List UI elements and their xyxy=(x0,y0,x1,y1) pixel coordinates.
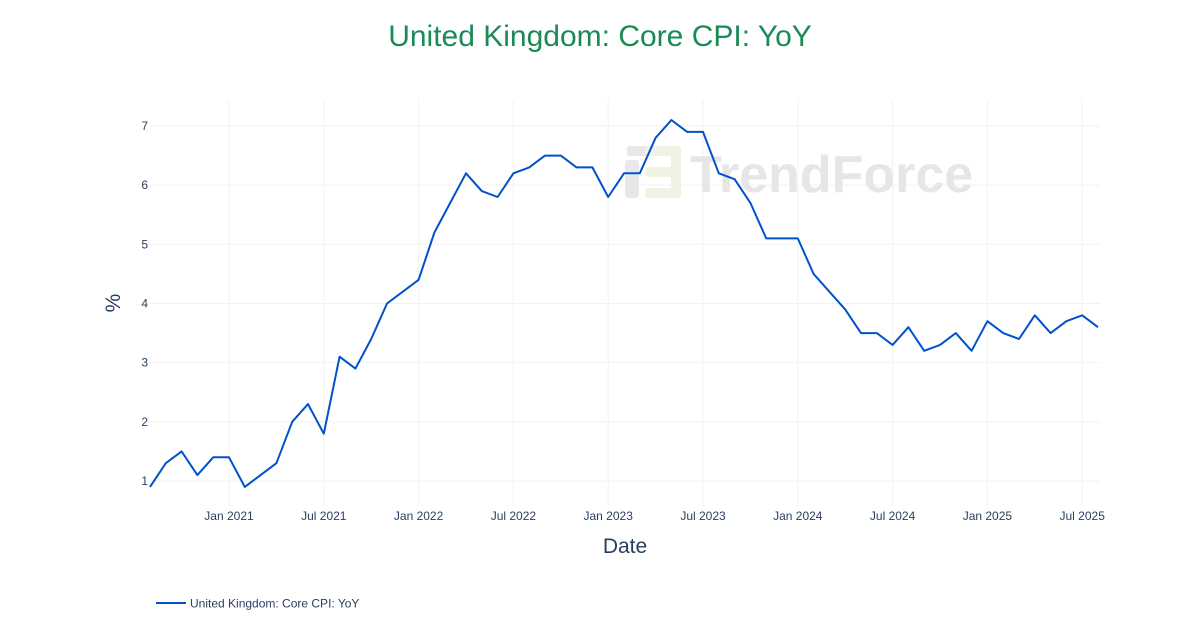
y-tick-label: 3 xyxy=(141,356,148,370)
x-tick-label: Jul 2025 xyxy=(1060,509,1106,523)
x-tick-label: Jul 2024 xyxy=(870,509,916,523)
legend-label: United Kingdom: Core CPI: YoY xyxy=(190,597,359,611)
y-axis-ticks: 1 2 3 4 5 6 7 xyxy=(141,119,148,488)
chart-title: United Kingdom: Core CPI: YoY xyxy=(388,20,812,53)
y-tick-label: 2 xyxy=(141,415,148,429)
x-tick-label: Jul 2021 xyxy=(301,509,347,523)
x-tick-label: Jan 2024 xyxy=(773,509,823,523)
x-tick-label: Jan 2023 xyxy=(584,509,634,523)
y-tick-label: 7 xyxy=(141,119,148,133)
x-tick-label: Jan 2025 xyxy=(963,509,1013,523)
watermark: TrendForce xyxy=(625,146,973,204)
y-tick-label: 6 xyxy=(141,178,148,192)
gridlines xyxy=(150,100,1100,507)
y-axis-title: % xyxy=(102,294,125,313)
x-tick-label: Jan 2022 xyxy=(394,509,444,523)
trendforce-logo-icon xyxy=(625,146,681,198)
x-tick-label: Jul 2022 xyxy=(491,509,537,523)
y-tick-label: 1 xyxy=(141,474,148,488)
watermark-text: TrendForce xyxy=(690,146,973,204)
x-axis-title: Date xyxy=(603,535,647,558)
series-line[interactable] xyxy=(149,119,1099,488)
y-tick-label: 5 xyxy=(141,237,148,251)
x-tick-label: Jul 2023 xyxy=(680,509,726,523)
legend-item[interactable]: United Kingdom: Core CPI: YoY xyxy=(156,597,359,611)
y-tick-label: 4 xyxy=(141,296,148,310)
x-tick-label: Jan 2021 xyxy=(204,509,254,523)
x-axis-ticks: Jan 2021 Jul 2021 Jan 2022 Jul 2022 Jan 2023… xyxy=(204,509,1105,523)
